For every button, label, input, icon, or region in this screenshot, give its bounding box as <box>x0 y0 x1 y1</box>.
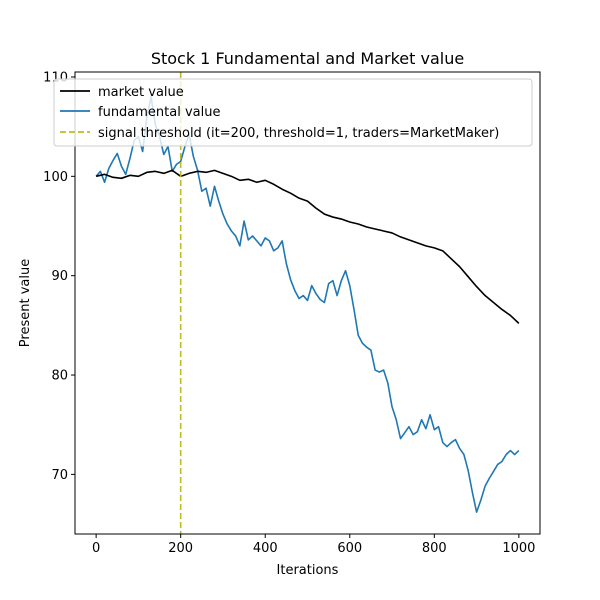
x-tick-label: 200 <box>168 541 193 556</box>
legend-label-threshold: signal threshold (it=200, threshold=1, t… <box>98 126 499 141</box>
plot-area <box>95 72 520 534</box>
x-tick-label: 800 <box>422 541 447 556</box>
x-axis: 0 200 400 600 800 1000 <box>92 534 535 556</box>
legend-label-fundamental: fundamental value <box>98 105 221 120</box>
x-tick-label: 1000 <box>502 541 535 556</box>
legend-label-market: market value <box>98 85 184 100</box>
y-tick-label: 100 <box>43 170 68 185</box>
plot-frame <box>74 71 541 535</box>
y-axis-label: Present value <box>18 259 33 347</box>
x-tick-label: 600 <box>337 541 362 556</box>
x-tick-label: 0 <box>92 541 100 556</box>
legend-box <box>53 78 533 147</box>
legend: market value fundamental value signal th… <box>53 78 533 147</box>
market-value-line <box>95 169 520 324</box>
y-tick-label: 70 <box>51 468 68 483</box>
y-tick-label: 90 <box>51 269 68 284</box>
x-axis-label: Iterations <box>277 563 339 578</box>
fundamental-value-line <box>95 96 520 513</box>
chart-title: Stock 1 Fundamental and Market value <box>151 49 464 68</box>
x-tick-label: 400 <box>253 541 278 556</box>
y-tick-label: 80 <box>51 369 68 384</box>
